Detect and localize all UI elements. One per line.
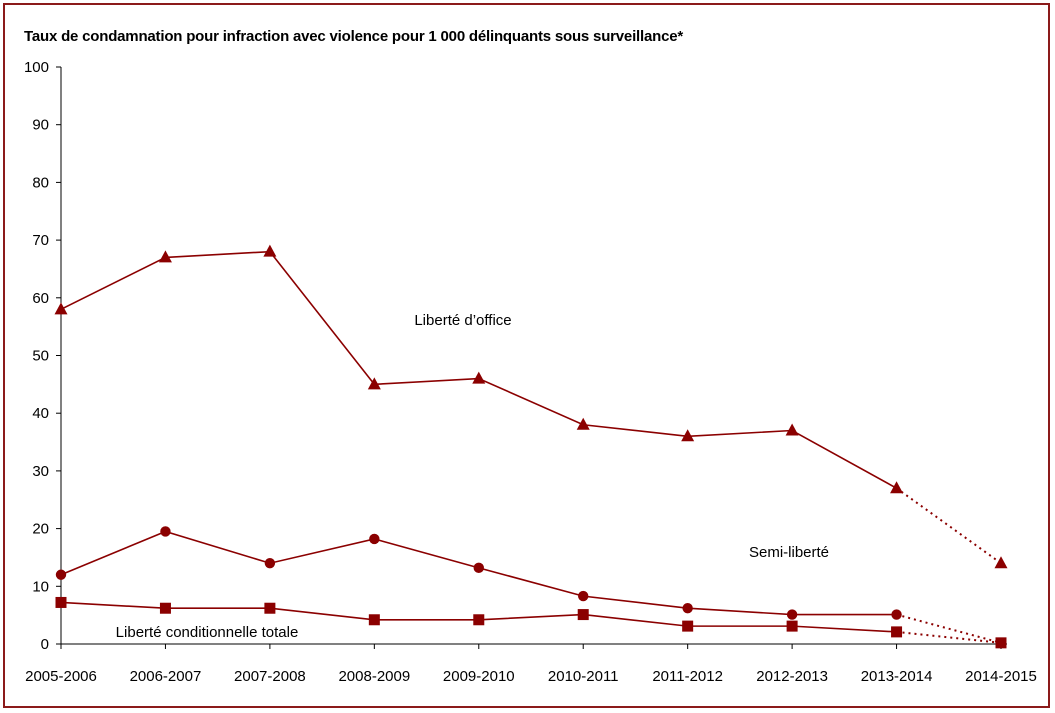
data-point-square [786,620,798,632]
x-tick-label: 2008-2009 [338,668,410,685]
data-point-square [577,609,589,621]
data-point-triangle [890,481,904,494]
y-tick-label: 30 [32,463,49,480]
data-point-circle [682,603,693,614]
x-tick-label: 2007-2008 [234,668,306,685]
y-tick-label: 100 [24,59,49,76]
data-point-circle [264,558,276,569]
data-point-triangle [994,556,1008,569]
data-point-triangle [263,244,277,257]
data-point-triangle [54,302,68,315]
data-point-circle [160,526,171,537]
data-point-circle [473,562,484,574]
y-tick-label: 50 [32,348,49,365]
data-point-square [159,602,171,614]
y-tick-label: 0 [41,636,49,653]
y-tick-label: 80 [32,174,49,191]
data-point-square [368,614,380,626]
data-point-triangle [785,423,799,436]
data-point-square [55,596,67,608]
series-line [60,250,897,489]
series-line-dashed [896,630,1002,644]
x-tick-label: 2011-2012 [652,668,723,685]
data-point-square [995,637,1007,649]
data-point-circle [578,590,589,602]
series-label: Liberté conditionnelle totale [116,624,299,641]
x-tick-label: 2005-2006 [25,668,97,685]
data-point-triangle [576,417,590,430]
chart-title: Taux de condamnation pour infraction ave… [24,28,684,45]
series-line-dashed [896,613,1002,644]
series-markers [54,244,1008,649]
data-point-triangle [681,429,695,442]
x-tick-label: 2006-2007 [130,668,202,685]
y-tick-label: 90 [32,117,49,134]
series-lines [60,250,1002,644]
x-tick-label: 2012-2013 [756,668,828,685]
data-point-square [682,620,694,632]
x-tick-label: 2009-2010 [443,668,515,685]
data-point-square [264,602,276,614]
data-point-circle [369,533,380,545]
series-line-dashed [895,487,1002,565]
y-tick-label: 20 [32,521,49,538]
x-tick-label: 2014-2015 [965,668,1037,685]
x-tick-label: 2013-2014 [861,668,933,685]
data-point-triangle [472,371,486,384]
chart-frame [3,3,1050,708]
y-tick-label: 60 [32,290,49,307]
data-point-triangle [158,250,172,263]
data-point-circle [55,569,67,580]
x-tick-label: 2010-2011 [548,668,619,685]
series-labels: Liberté d’office Semi-liberté Liberté cond… [116,312,829,641]
data-point-triangle [367,377,381,390]
axes: 0 10 20 30 40 50 60 70 80 90 100 2005-2006 2006-2007… [24,59,1037,685]
data-point-square [473,614,485,626]
y-tick-label: 40 [32,405,49,422]
data-point-circle [786,609,798,620]
data-point-square [891,626,903,638]
y-tick-label: 70 [32,232,49,249]
series-label: Semi-liberté [749,544,829,561]
data-point-circle [891,609,902,620]
y-tick-label: 10 [32,578,49,595]
series-label: Liberté d’office [414,312,511,329]
